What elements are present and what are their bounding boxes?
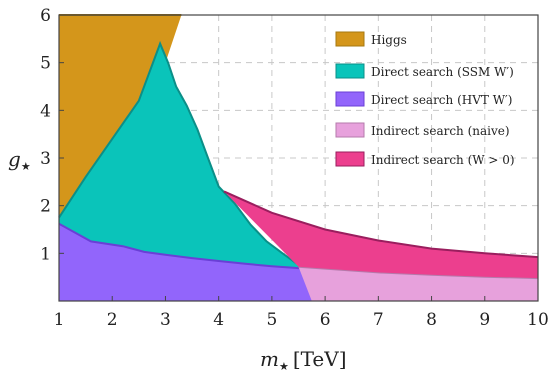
axis-ticks: 1 2 3 4 5 6 7 8 9 10 1 2 3 4 5 6 bbox=[40, 6, 549, 330]
x-tick-label-3: 3 bbox=[160, 310, 171, 330]
legend-label-ssm: Direct search (SSM W′) bbox=[371, 65, 514, 79]
x-tick-label-8: 8 bbox=[426, 310, 437, 330]
legend-swatch-ssm bbox=[335, 63, 365, 79]
plot-areas bbox=[58, 14, 539, 301]
area-higgs bbox=[59, 15, 182, 218]
legend-swatch-higgs bbox=[335, 31, 365, 47]
y-axis-symbol: g bbox=[8, 147, 21, 171]
area-indirect-search-naive bbox=[298, 266, 538, 301]
legend-swatch-indirect-w bbox=[335, 151, 365, 167]
y-tick-label-4: 4 bbox=[40, 101, 51, 121]
x-tick-label-7: 7 bbox=[373, 310, 384, 330]
y-tick-label-1: 1 bbox=[40, 244, 51, 264]
x-axis-label: m★ [TeV] bbox=[260, 347, 347, 373]
x-axis-unit: [TeV] bbox=[293, 347, 347, 371]
x-axis-subscript: ★ bbox=[279, 360, 289, 373]
y-tick-label-2: 2 bbox=[40, 197, 51, 217]
area-direct-search-hvt-w bbox=[59, 223, 312, 301]
area-direct-search-ssm-w bbox=[59, 43, 312, 270]
area-edge-indirect-search-w-0 bbox=[223, 190, 539, 259]
x-tick-label-6: 6 bbox=[320, 310, 331, 330]
x-tick-label-10: 10 bbox=[527, 310, 549, 330]
legend-label-hvt: Direct search (HVT W′) bbox=[371, 93, 512, 107]
y-tick-label-3: 3 bbox=[40, 149, 51, 169]
y-tick-label-6: 6 bbox=[40, 6, 51, 26]
legend-swatch-indirect-naive bbox=[335, 122, 365, 138]
legend-label-higgs: Higgs bbox=[371, 33, 407, 47]
legend-swatch-hvt bbox=[335, 91, 365, 107]
y-axis-label: g★ bbox=[8, 147, 31, 173]
legend: Higgs Direct search (SSM W′) Direct sear… bbox=[335, 31, 515, 167]
area-edge-direct-search-ssm-w bbox=[58, 40, 313, 271]
x-tick-label-9: 9 bbox=[479, 310, 490, 330]
x-axis-symbol: m bbox=[260, 347, 279, 371]
x-tick-label-1: 1 bbox=[54, 310, 65, 330]
x-tick-label-4: 4 bbox=[213, 310, 224, 330]
area-edge-direct-search-hvt-w bbox=[58, 222, 312, 271]
legend-label-indirect-naive: Indirect search (naive) bbox=[371, 124, 510, 138]
x-tick-label-5: 5 bbox=[266, 310, 277, 330]
x-tick-label-2: 2 bbox=[107, 310, 118, 330]
y-axis-subscript: ★ bbox=[21, 160, 31, 173]
area-indirect-search-w-0 bbox=[224, 191, 538, 279]
legend-label-indirect-w: Indirect search (W > 0) bbox=[371, 153, 515, 167]
y-tick-label-5: 5 bbox=[40, 54, 51, 74]
